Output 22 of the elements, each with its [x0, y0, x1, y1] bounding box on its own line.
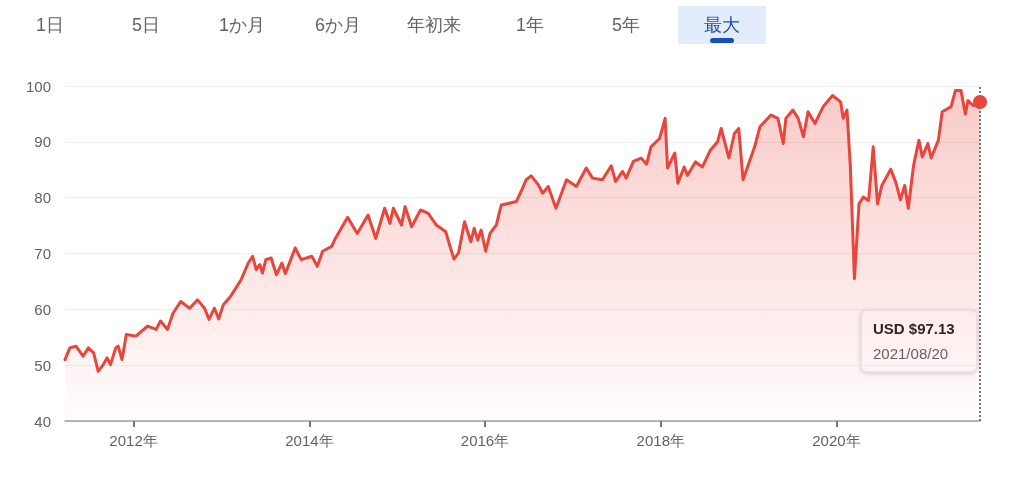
x-tick-label: 2018年: [636, 432, 685, 449]
y-tick-label: 80: [34, 189, 51, 207]
y-tick-label: 40: [34, 412, 51, 430]
annotation: USD $97.13: [873, 319, 955, 337]
text: 5年: [611, 14, 640, 37]
y-tick-label: 60: [34, 300, 51, 318]
y-tick-label: 90: [34, 133, 51, 151]
text: 年初来: [407, 14, 461, 37]
text: 1年: [515, 14, 544, 37]
x-tick-label: 2016年: [460, 432, 510, 449]
text: 5日: [131, 14, 160, 37]
x-tick-label: 2012年: [109, 432, 158, 449]
text: 最大: [704, 14, 740, 37]
y-tick-label: 50: [34, 356, 51, 374]
y-tick-label: 100: [25, 77, 51, 95]
text: 6か月: [314, 14, 361, 37]
y-tick-label: 70: [34, 245, 51, 262]
x-tick-label: 2020年: [812, 432, 861, 449]
x-tick-label: 2014年: [285, 432, 334, 449]
text: 1か月: [218, 14, 265, 37]
text: 1日: [35, 14, 64, 37]
annotation: 2021/08/20: [873, 344, 949, 362]
